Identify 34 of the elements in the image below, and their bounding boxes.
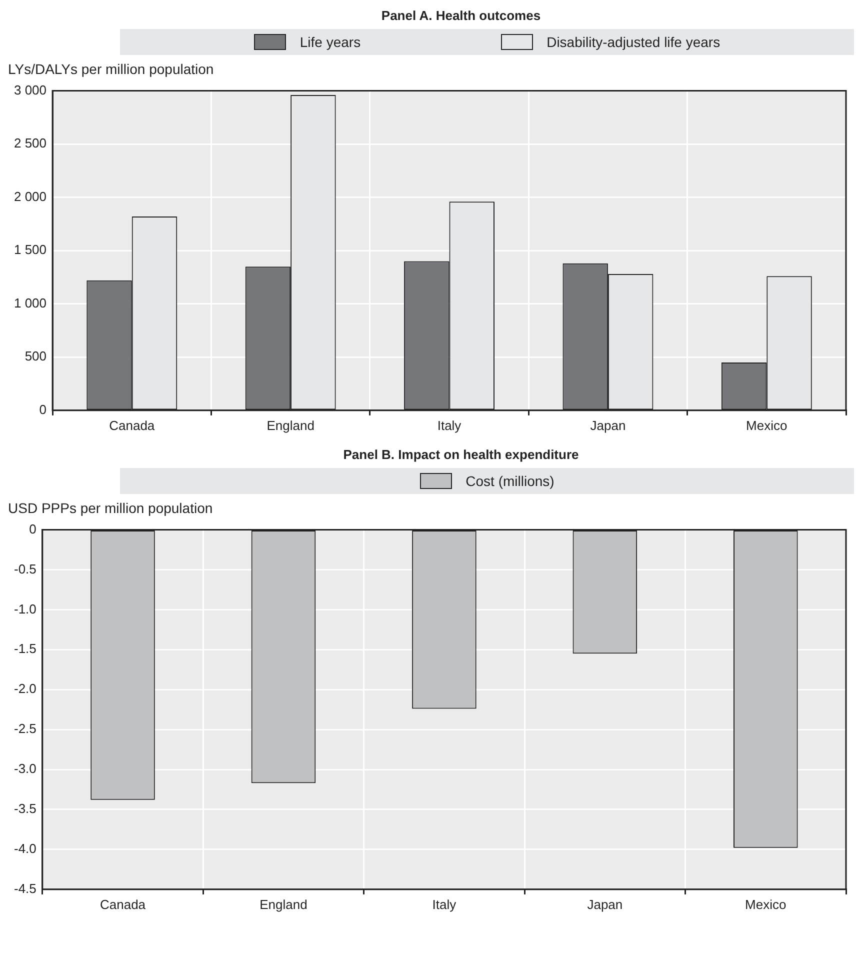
y-tick-label: -2.5	[14, 721, 36, 736]
y-tick-label: 500	[24, 348, 47, 364]
x-tick-label: Mexico	[745, 896, 786, 912]
y-tick-label: -3.0	[14, 761, 36, 776]
x-tick-label: Canada	[100, 896, 146, 912]
y-tick-label: -0.5	[14, 561, 36, 576]
y-tick-label: -1.5	[14, 641, 36, 656]
y-tick-label: 2 000	[14, 188, 47, 204]
y-tick-label: -1.0	[14, 601, 36, 616]
x-tick-label: Italy	[437, 418, 462, 433]
chart-title: Panel A. Health outcomes	[380, 8, 542, 23]
chart-title: Panel B. Impact on health expenditure	[342, 447, 580, 462]
x-tick-label: Japan	[590, 418, 626, 433]
y-axis-title: LYs/DALYs per million population	[8, 61, 215, 77]
legend-label: Life years	[300, 34, 361, 50]
x-tick-label: England	[260, 896, 308, 912]
y-tick-label: 3 000	[14, 82, 47, 98]
y-tick-label: 0	[29, 521, 36, 536]
x-tick-label: Japan	[587, 896, 623, 912]
x-tick-label: Italy	[432, 896, 457, 912]
y-tick-label: 2 500	[14, 136, 47, 151]
legend-label: Cost (millions)	[466, 473, 554, 489]
x-tick-label: Mexico	[746, 418, 788, 433]
x-tick-label: England	[266, 418, 314, 433]
y-tick-label: 1 500	[14, 242, 47, 258]
y-tick-label: 0	[39, 402, 47, 417]
y-axis-title: USD PPPs per million population	[8, 500, 214, 516]
y-tick-label: -3.5	[14, 801, 36, 816]
y-tick-label: -4.0	[14, 841, 36, 856]
y-tick-label: -2.0	[14, 681, 36, 696]
text: Disability-adjusted life years	[546, 34, 720, 50]
x-tick-label: Canada	[109, 418, 156, 433]
y-tick-label: 1 000	[14, 295, 47, 310]
y-tick-label: -4.5	[14, 880, 36, 896]
